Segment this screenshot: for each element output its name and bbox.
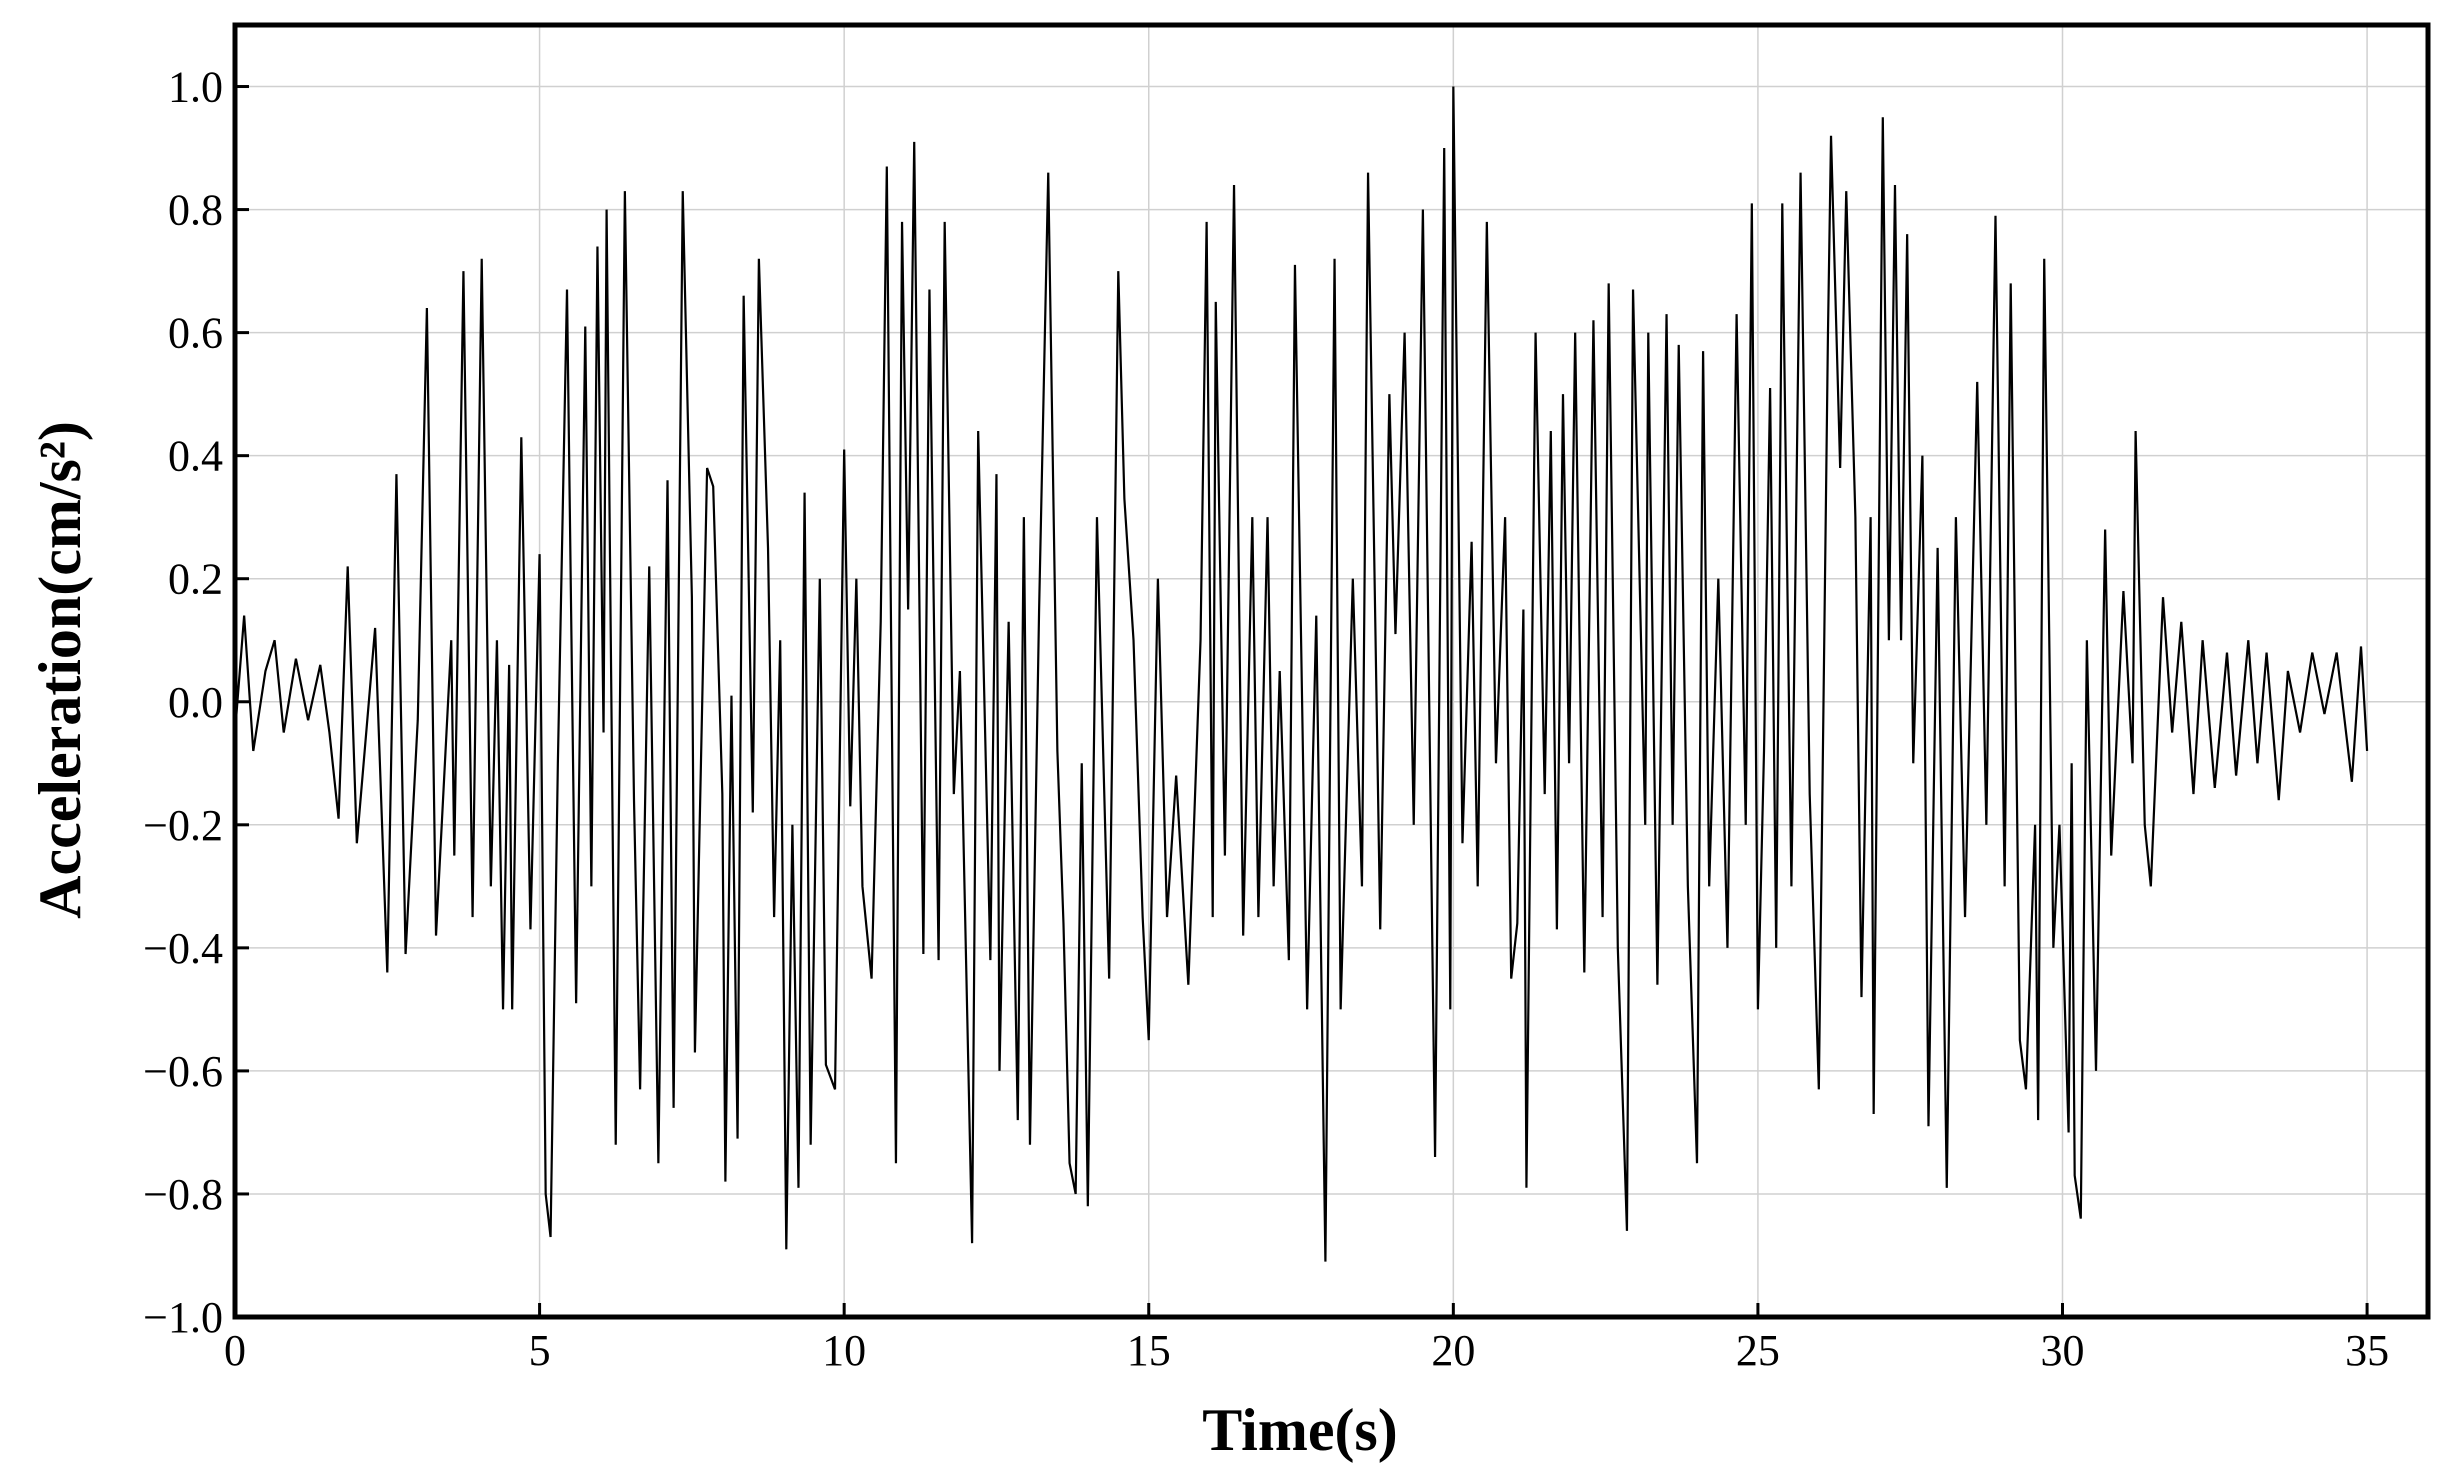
y-tick-label: −0.4 <box>143 924 223 973</box>
y-tick-label: 0.8 <box>168 186 223 235</box>
y-tick-label: −0.8 <box>143 1170 223 1219</box>
y-tick-label: −0.2 <box>143 801 223 850</box>
plot-frame <box>232 22 2431 1320</box>
x-axis-title: Time(s) <box>1202 1397 1398 1463</box>
x-tick-label: 35 <box>2345 1326 2389 1375</box>
y-tick-label: 0.0 <box>168 678 223 727</box>
y-tick-label: 0.2 <box>168 555 223 604</box>
x-tick-label: 5 <box>529 1326 551 1375</box>
y-tick-label: 1.0 <box>168 63 223 112</box>
x-tick-label: 20 <box>1431 1326 1475 1375</box>
y-tick-label: 0.4 <box>168 432 223 481</box>
y-tick-label: −0.6 <box>143 1047 223 1096</box>
x-tick-label: 25 <box>1736 1326 1780 1375</box>
data-line <box>233 86 2369 1262</box>
x-tick-label: 0 <box>224 1326 246 1375</box>
x-tick-label: 15 <box>1127 1326 1171 1375</box>
x-tick-label: 10 <box>822 1326 866 1375</box>
x-tick-label: 30 <box>2041 1326 2085 1375</box>
y-tick-label: −1.0 <box>143 1293 223 1342</box>
y-axis-title: Acceleration(cm/s²) <box>27 421 93 919</box>
y-tick-label: 0.6 <box>168 309 223 358</box>
